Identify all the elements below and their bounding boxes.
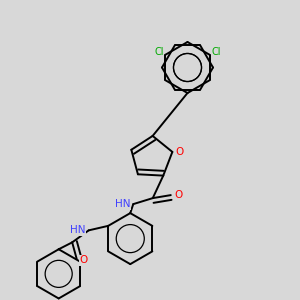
Text: HN: HN <box>70 225 86 236</box>
Text: Cl: Cl <box>154 47 164 57</box>
Text: HN: HN <box>115 199 130 209</box>
Text: O: O <box>174 190 182 200</box>
Text: O: O <box>176 147 184 157</box>
Text: Cl: Cl <box>212 47 221 57</box>
Text: O: O <box>79 255 87 266</box>
